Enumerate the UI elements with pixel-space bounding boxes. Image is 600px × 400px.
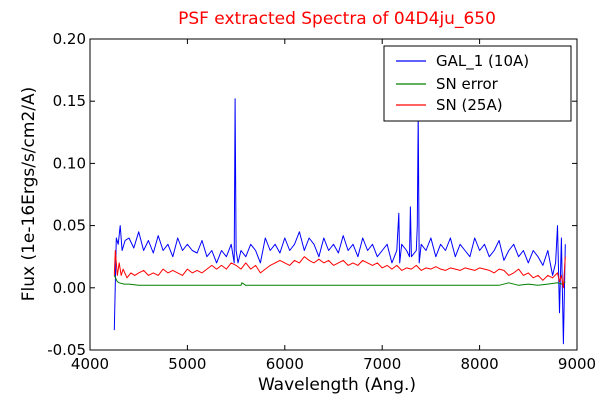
legend-label-sn: SN (25A) — [436, 96, 503, 114]
x-axis-label: Wavelength (Ang.) — [258, 375, 416, 395]
y-tick-label: 0.00 — [53, 279, 86, 297]
y-axis-label: Flux (1e-16Ergs/s/cm2/A) — [19, 87, 39, 302]
chart-title: PSF extracted Spectra of 04D4ju_650 — [178, 9, 496, 29]
x-tick-label: 7000 — [363, 355, 401, 373]
x-tick-label: 9000 — [558, 355, 596, 373]
legend: GAL_1 (10A) SN error SN (25A) — [383, 45, 572, 122]
y-tick-label: 0.20 — [53, 30, 86, 48]
x-tick-label: 6000 — [266, 355, 304, 373]
y-tick-label: 0.15 — [53, 92, 86, 110]
series-line-2 — [113, 250, 566, 289]
series-line-1 — [113, 275, 566, 286]
legend-label-sn-error: SN error — [436, 75, 499, 93]
legend-label-gal: GAL_1 (10A) — [436, 52, 529, 71]
x-tick-label: 8000 — [461, 355, 499, 373]
y-tick-label: 0.10 — [53, 154, 86, 172]
series-layer — [113, 98, 566, 345]
x-tick-label: 4000 — [71, 355, 109, 373]
series-line-0 — [113, 98, 566, 345]
ticks-layer: 4000 5000 6000 7000 8000 9000 -0.05 0.00 0.05 0.1… — [47, 30, 596, 373]
x-tick-label: 5000 — [168, 355, 206, 373]
y-tick-label: -0.05 — [47, 341, 86, 359]
y-tick-label: 0.05 — [53, 217, 86, 235]
